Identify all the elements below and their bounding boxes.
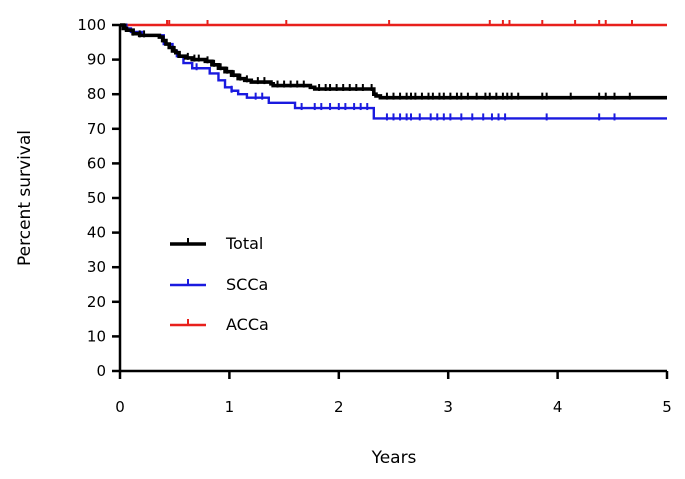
axes: 0 10 20 30 40 50 60 70 80 90 100 0 1 2 3 4 5: [77, 16, 671, 416]
y-tick-label-100: 100: [77, 16, 106, 34]
legend-label-total: Total: [225, 234, 263, 253]
x-tick-label-1: 1: [225, 398, 235, 416]
y-tick-label-30: 30: [87, 258, 106, 276]
y-tick-label-50: 50: [87, 189, 106, 207]
y-tick-label-0: 0: [96, 362, 106, 380]
y-axis-title: Percent survival: [15, 130, 35, 266]
x-tick-label-2: 2: [334, 398, 344, 416]
y-tick-label-80: 80: [87, 85, 106, 103]
x-tick-label-5: 5: [662, 398, 672, 416]
x-tick-label-0: 0: [115, 398, 125, 416]
y-tick-label-20: 20: [87, 293, 106, 311]
series-line-scca: [120, 23, 667, 120]
y-tick-label-70: 70: [87, 120, 106, 138]
x-tick-label-4: 4: [553, 398, 563, 416]
y-tick-label-90: 90: [87, 51, 106, 69]
x-tick-label-3: 3: [443, 398, 453, 416]
y-tick-label-60: 60: [87, 154, 106, 172]
legend-label-acca: ACCa: [226, 315, 269, 334]
legend: Total SCCa ACCa: [170, 234, 269, 334]
plot-area: [120, 20, 667, 121]
y-tick-label-10: 10: [87, 327, 106, 345]
legend-label-scca: SCCa: [226, 275, 268, 294]
series-line-total: [120, 23, 667, 100]
x-axis-title: Years: [371, 448, 417, 468]
y-tick-label-40: 40: [87, 224, 106, 242]
